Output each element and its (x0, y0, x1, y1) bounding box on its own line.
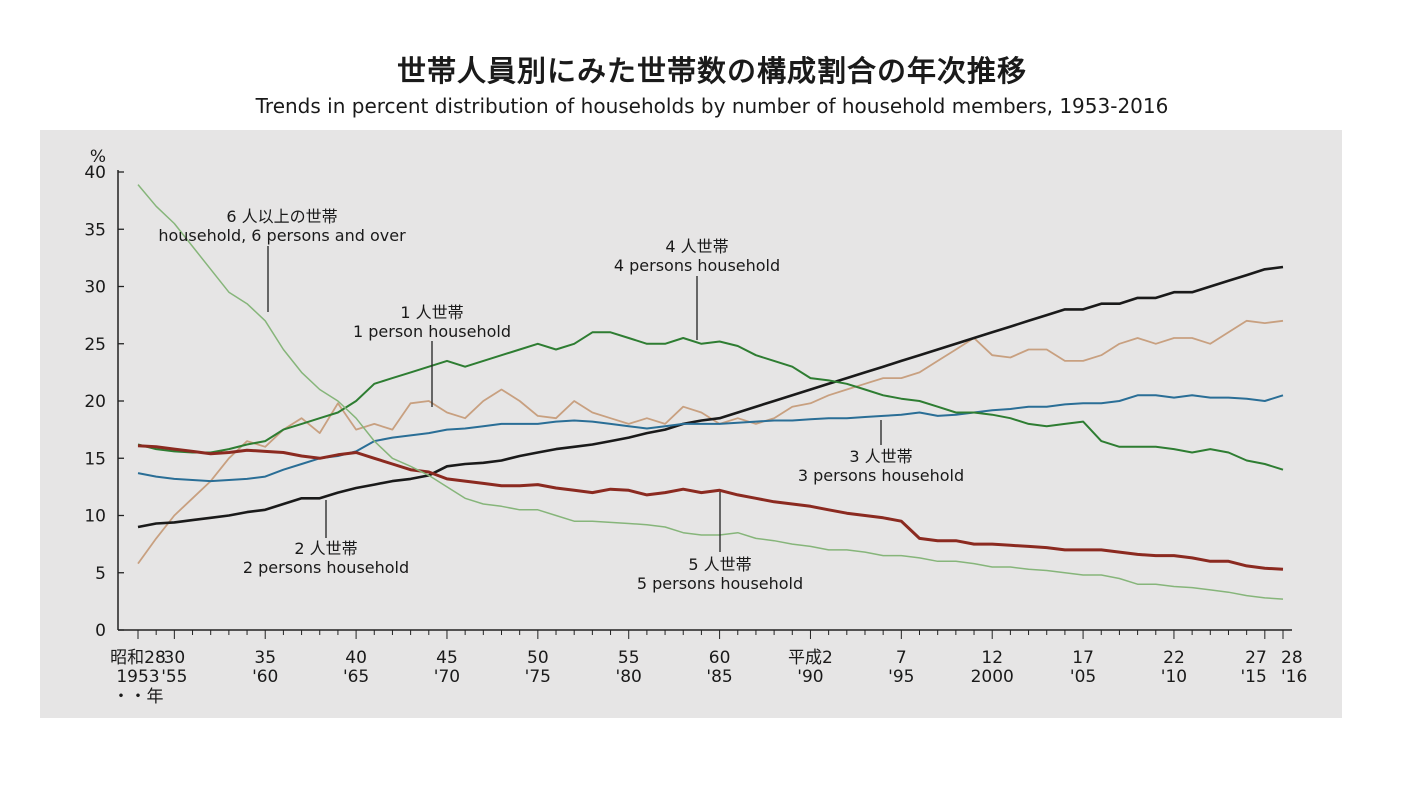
annotation-label-ja: 4 人世帯 (665, 237, 728, 256)
series-line-3 (137, 394, 1284, 483)
chart-title: 世帯人員別にみた世帯数の構成割合の年次推移 (396, 54, 1027, 88)
x-tick-label-year: '85 (706, 667, 732, 687)
series-line-6 (137, 184, 1284, 600)
x-tick-label-year: '95 (888, 667, 914, 687)
x-tick-label-era: 17 (1072, 648, 1094, 668)
annotation-label-en: household, 6 persons and over (158, 226, 406, 245)
x-tick-label-era: 27 (1245, 648, 1267, 668)
y-tick-label: 15 (84, 449, 106, 469)
annotation-label-en: 1 person household (353, 322, 511, 341)
x-tick-label-era: 35 (254, 648, 276, 668)
x-tick-label-year: '65 (343, 667, 369, 687)
y-tick-label: 25 (84, 335, 106, 355)
x-tick-label-era: 7 (896, 648, 907, 668)
x-tick-label-year: '16 (1281, 667, 1307, 687)
y-tick-label: 0 (95, 621, 106, 641)
annotation-label-en: 3 persons household (798, 466, 964, 485)
annotation-label-ja: 1 人世帯 (400, 303, 463, 322)
annotation-label-ja: 5 人世帯 (688, 555, 751, 574)
x-tick-label-era: 昭和28 (110, 648, 166, 668)
x-tick-label-era: 平成2 (788, 648, 833, 668)
annotation-label-ja: 6 人以上の世帯 (226, 207, 337, 226)
y-tick-label: 30 (84, 278, 106, 298)
x-tick-label-era: 60 (709, 648, 731, 668)
series-line-5 (137, 444, 1284, 571)
x-tick-label-year: '80 (616, 667, 642, 687)
x-tick-label-era: 45 (436, 648, 458, 668)
y-axis-label: % (90, 147, 106, 167)
y-tick-label: 10 (84, 507, 106, 527)
x-tick-label-year: '55 (161, 667, 187, 687)
x-tick-label-era: 55 (618, 648, 640, 668)
series-line-4 (137, 331, 1284, 471)
annotation-label-en: 4 persons household (614, 256, 780, 275)
x-tick-label-year: '75 (525, 667, 551, 687)
x-tick-label-era: 28 (1281, 648, 1303, 668)
series-line-2 (137, 265, 1284, 529)
annotation-label-ja: 2 人世帯 (294, 539, 357, 558)
x-tick-label-year: '90 (797, 667, 823, 687)
x-tick-label-year: '05 (1070, 667, 1096, 687)
series-line-1 (137, 319, 1284, 565)
x-tick-label-era: 12 (981, 648, 1003, 668)
x-tick-label-year: '15 (1241, 667, 1267, 687)
x-tick-label-year: '60 (252, 667, 278, 687)
x-tick-label-era: 22 (1163, 648, 1185, 668)
x-tick-label-year: 1953 (116, 667, 159, 687)
y-tick-label: 20 (84, 392, 106, 412)
x-tick-label-year: '70 (434, 667, 460, 687)
y-tick-label: 35 (84, 220, 106, 240)
y-tick-label: 5 (95, 564, 106, 584)
x-tick-label-year: 2000 (971, 667, 1014, 687)
x-tick-label-year: '10 (1161, 667, 1187, 687)
x-tick-label-era: 40 (345, 648, 367, 668)
chart-subtitle: Trends in percent distribution of househ… (255, 94, 1169, 118)
x-year-suffix: ・・年 (113, 687, 164, 707)
x-tick-label-era: 50 (527, 648, 549, 668)
annotation-label-en: 2 persons household (243, 558, 409, 577)
y-tick-label: 40 (84, 163, 106, 183)
annotation-label-ja: 3 人世帯 (849, 447, 912, 466)
annotation-label-en: 5 persons household (637, 574, 803, 593)
x-tick-label-era: 30 (164, 648, 186, 668)
